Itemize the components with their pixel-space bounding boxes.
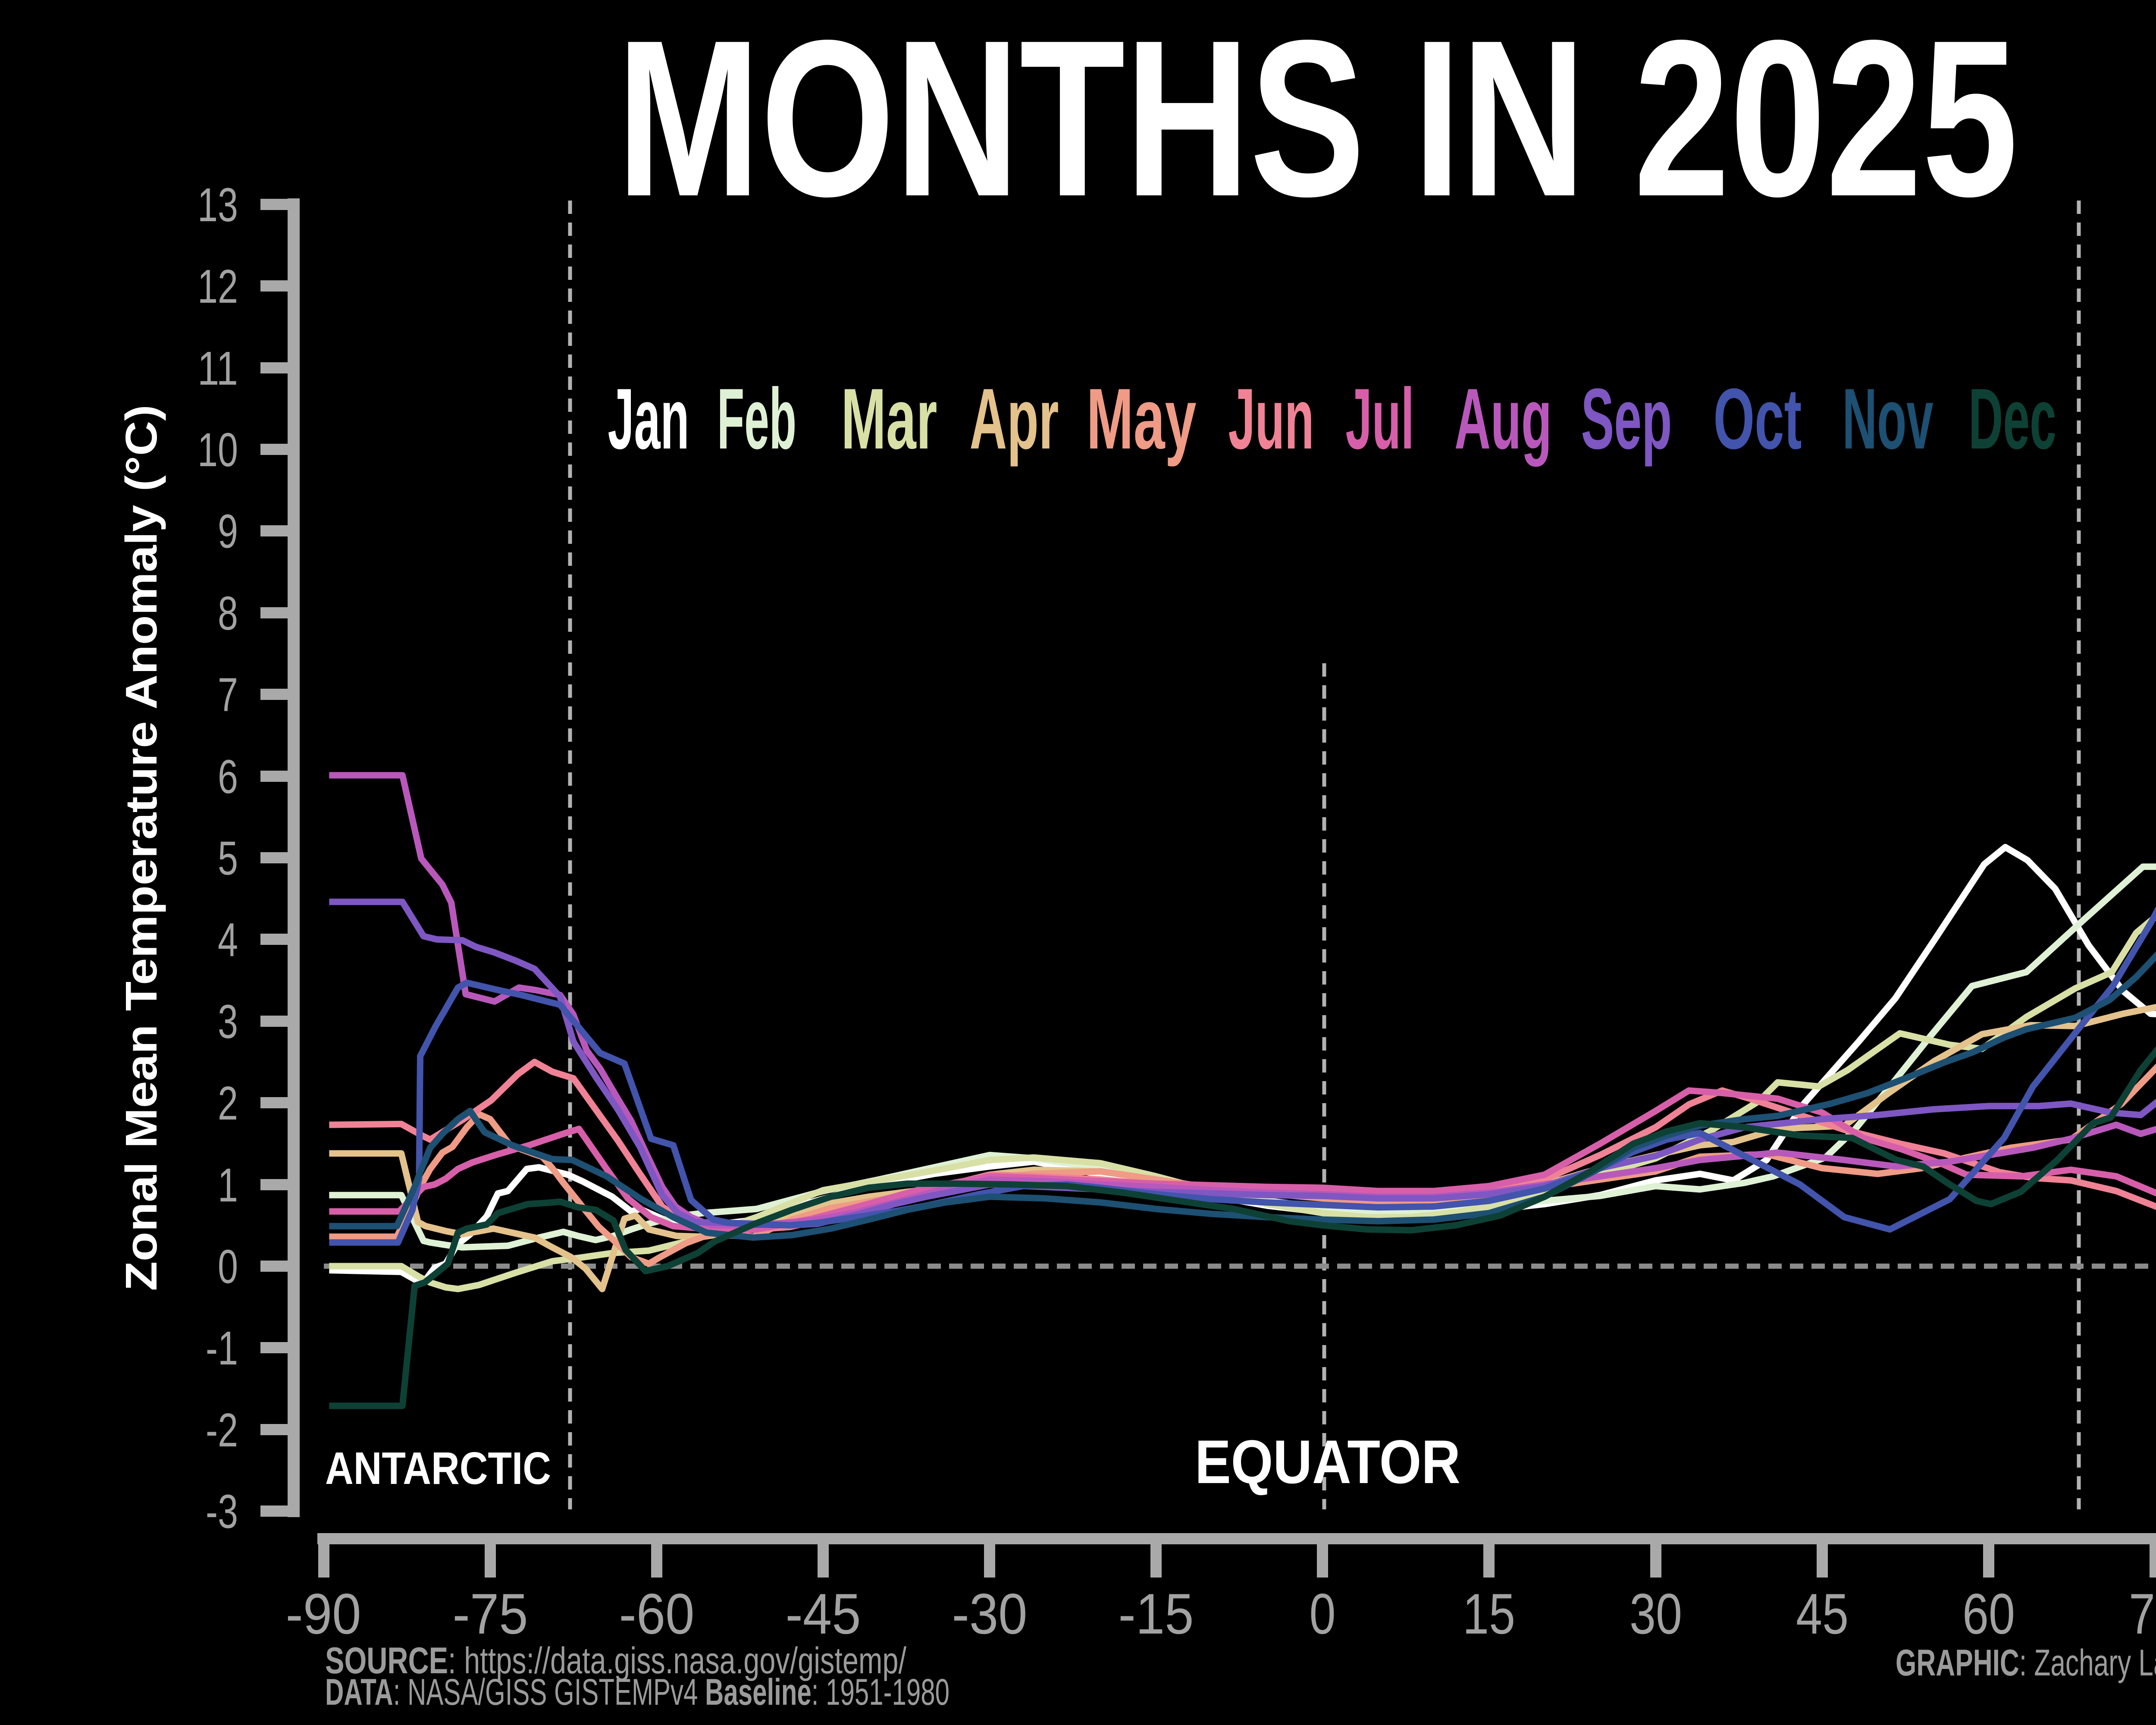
svg-text:45: 45	[1796, 1582, 1849, 1646]
svg-text:10: 10	[197, 423, 238, 477]
svg-text:6: 6	[218, 750, 238, 803]
svg-text:2: 2	[218, 1077, 238, 1130]
svg-text:4: 4	[218, 913, 238, 966]
svg-text:3: 3	[218, 995, 238, 1048]
svg-text:13: 13	[197, 179, 238, 232]
svg-text:-3: -3	[206, 1485, 238, 1538]
svg-text:9: 9	[218, 505, 238, 558]
svg-text:30: 30	[1630, 1582, 1682, 1646]
svg-text:-90: -90	[286, 1582, 361, 1646]
svg-text:SOURCE: https://data.giss.nasa: SOURCE: https://data.giss.nasa.gov/giste…	[325, 1640, 906, 1681]
svg-text:Sep: Sep	[1581, 371, 1672, 467]
svg-text:-45: -45	[786, 1582, 861, 1646]
svg-text:7: 7	[218, 668, 238, 721]
svg-text:Nov: Nov	[1843, 371, 1934, 467]
svg-text:Aug: Aug	[1454, 371, 1552, 467]
svg-text:15: 15	[1463, 1582, 1515, 1646]
svg-text:60: 60	[1962, 1582, 2015, 1646]
svg-text:Jan: Jan	[608, 371, 689, 467]
svg-text:Apr: Apr	[970, 371, 1059, 467]
svg-text:Mar: Mar	[841, 371, 937, 467]
svg-text:-1: -1	[206, 1322, 238, 1375]
svg-text:-60: -60	[619, 1582, 695, 1646]
svg-text:12: 12	[197, 260, 238, 313]
svg-text:Feb: Feb	[717, 371, 796, 467]
svg-text:Oct: Oct	[1714, 371, 1802, 467]
svg-text:Jun: Jun	[1228, 371, 1314, 467]
svg-text:1: 1	[218, 1159, 238, 1212]
svg-text:8: 8	[218, 587, 238, 640]
svg-text:EQUATOR: EQUATOR	[1195, 1428, 1460, 1496]
svg-text:ANTARCTIC: ANTARCTIC	[325, 1443, 551, 1494]
svg-text:-2: -2	[206, 1404, 238, 1457]
svg-text:0: 0	[1310, 1582, 1336, 1646]
svg-text:GRAPHIC: Zachary Labe (@ZLabe): GRAPHIC: Zachary Labe (@ZLabe)	[1896, 1642, 2156, 1684]
svg-text:75: 75	[2129, 1582, 2156, 1646]
svg-text:-75: -75	[453, 1582, 528, 1646]
svg-text:-15: -15	[1119, 1582, 1194, 1646]
svg-text:MONTHS IN 2025: MONTHS IN 2025	[617, 0, 2018, 243]
svg-text:-30: -30	[952, 1582, 1028, 1646]
svg-text:Zonal Mean Temperature Anomaly: Zonal Mean Temperature Anomaly (°C)	[116, 405, 166, 1291]
svg-text:0: 0	[218, 1240, 238, 1293]
svg-text:5: 5	[218, 832, 238, 885]
svg-text:May: May	[1087, 371, 1197, 467]
svg-text:Jul: Jul	[1346, 371, 1414, 467]
svg-text:11: 11	[197, 342, 238, 395]
svg-text:Dec: Dec	[1968, 371, 2056, 467]
svg-text:DATA: NASA/GISS GISTEMPv4 Base: DATA: NASA/GISS GISTEMPv4 Baseline: 1951…	[325, 1672, 950, 1713]
